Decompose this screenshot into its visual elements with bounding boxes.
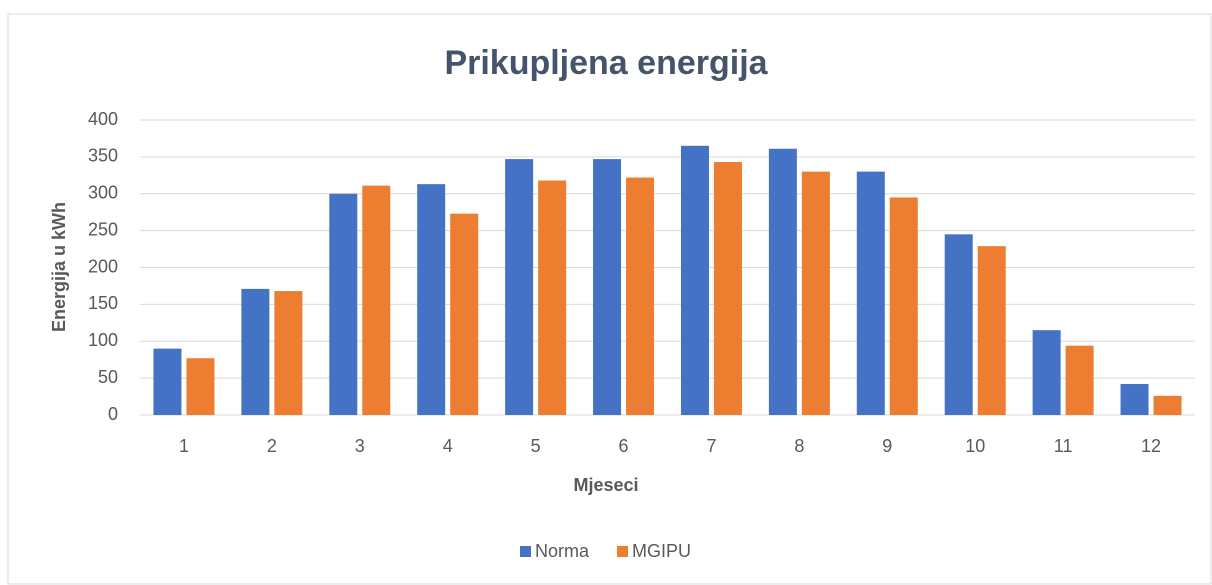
bar (626, 177, 655, 415)
legend-swatch (617, 546, 629, 557)
bar (801, 171, 830, 415)
y-tick-label: 0 (108, 404, 118, 424)
y-tick-label: 250 (88, 219, 118, 239)
y-axis-title: Energija u kWh (49, 202, 69, 332)
y-tick-label: 300 (88, 183, 118, 203)
bar (538, 180, 567, 415)
x-tick-label: 11 (1054, 436, 1073, 456)
bar (944, 234, 973, 415)
chart-title: Prikupljena energija (444, 44, 768, 82)
y-tick-label: 200 (88, 256, 118, 276)
bar (450, 213, 479, 415)
bar (362, 185, 391, 415)
bar (593, 159, 622, 415)
x-tick-label: 6 (619, 436, 629, 456)
y-tick-label: 350 (88, 146, 118, 166)
x-tick-label: 4 (443, 436, 453, 456)
legend-swatch (520, 546, 531, 557)
bar (1032, 330, 1061, 415)
x-tick-label: 7 (706, 436, 716, 456)
bar (417, 184, 446, 415)
bar (241, 288, 270, 415)
x-tick-label: 9 (882, 436, 892, 456)
y-tick-label: 100 (88, 330, 118, 350)
bar (329, 193, 358, 415)
y-tick-label: 50 (98, 367, 118, 387)
bar (768, 148, 797, 415)
bar (1065, 345, 1094, 415)
x-tick-label: 5 (531, 436, 541, 456)
x-tick-label: 8 (794, 436, 804, 456)
x-tick-label: 3 (355, 436, 365, 456)
bar (153, 348, 182, 415)
y-tick-label: 150 (88, 293, 118, 313)
bar (713, 162, 742, 415)
x-tick-label: 12 (1141, 436, 1161, 456)
legend-label: MGIPU (632, 541, 691, 561)
bar (1120, 384, 1149, 415)
legend-label: Norma (535, 541, 590, 561)
y-tick-label: 400 (88, 109, 118, 129)
bar (505, 159, 534, 415)
x-tick-label: 10 (965, 436, 985, 456)
x-tick-label: 2 (267, 436, 277, 456)
bar (977, 246, 1006, 415)
bar (186, 358, 215, 415)
x-axis-title: Mjeseci (573, 475, 638, 495)
bar (680, 145, 709, 415)
bar (274, 291, 303, 415)
bar (1153, 395, 1182, 415)
x-tick-label: 1 (179, 436, 189, 456)
bar (856, 171, 885, 415)
bar (889, 197, 918, 415)
